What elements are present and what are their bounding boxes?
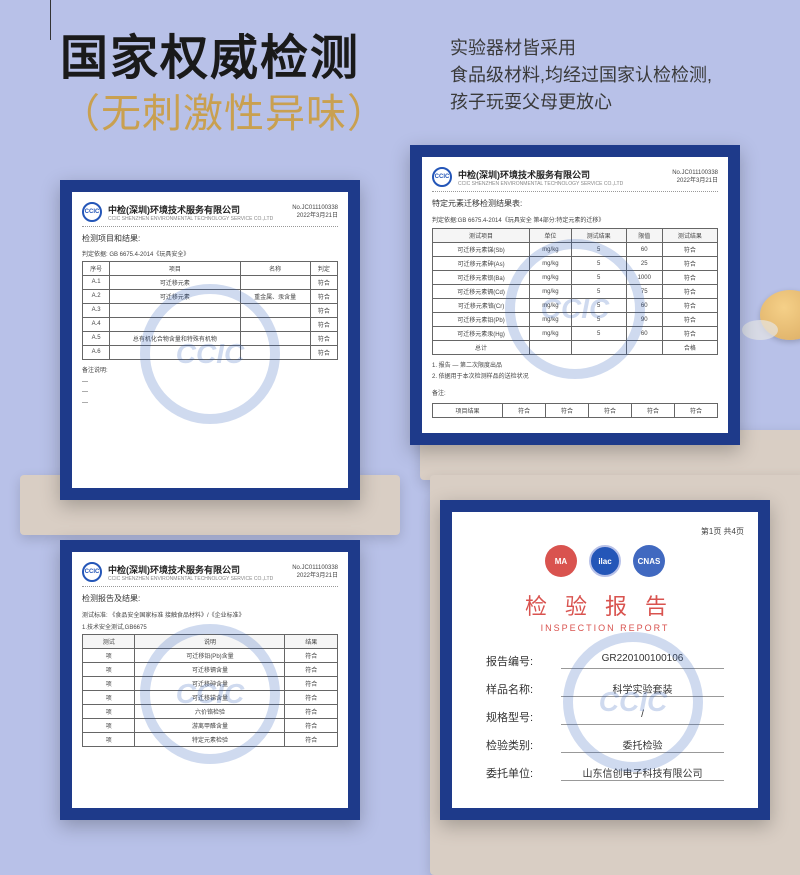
inspection-report: 第1页 共4页 MA ilac CNAS 检验报告 INSPECTION REP… xyxy=(452,512,758,808)
doc-table: 序号项目名称判定A.1可迁移元素符合A.2可迁移元素重金属、汞含量符合A.3符合… xyxy=(82,261,338,360)
accent-line xyxy=(50,0,51,40)
doc-section-title: 检测项目和结果: xyxy=(82,233,338,244)
certificate-doc-1: CCIC 中检(深圳)环境技术服务有限公司 CCIC SHENZHEN ENVI… xyxy=(72,192,348,488)
egg-prop xyxy=(760,290,800,340)
org-name-en: CCIC SHENZHEN ENVIRONMENTAL TECHNOLOGY S… xyxy=(108,216,273,222)
ccic-logo-icon: CCIC xyxy=(82,202,102,222)
ma-badge-icon: MA xyxy=(545,545,577,577)
headline-block: 国家权威检测 （无刺激性异味） xyxy=(60,30,388,140)
certificate-frame-3: CCIC 中检(深圳)环境技术服务有限公司 CCIC SHENZHEN ENVI… xyxy=(60,540,360,820)
doc-remark: 备注: xyxy=(432,389,718,400)
doc-table: 项目结果符合符合符合符合符合 xyxy=(432,403,718,418)
doc-table: 测试项目单位测试结果限值测试结果可迁移元素锑(Sb)mg/kg560符合可迁移元… xyxy=(432,228,718,355)
org-name: 中检(深圳)环境技术服务有限公司 xyxy=(108,563,273,576)
org-name: 中检(深圳)环境技术服务有限公司 xyxy=(458,168,623,181)
doc-standard: 测试标准: 《食品安全国家标准 接触食品材料》/《企业标准》 xyxy=(82,610,338,619)
doc-sub: 1.技术安全测试,GB6675 xyxy=(82,622,338,631)
headline-main: 国家权威检测 xyxy=(60,30,388,88)
doc-section-title: 特定元素迁移检测结果表: xyxy=(432,198,718,209)
certificate-frame-1: CCIC 中检(深圳)环境技术服务有限公司 CCIC SHENZHEN ENVI… xyxy=(60,180,360,500)
desc-line: 实验器材皆采用 xyxy=(450,35,712,62)
certificate-doc-2: CCIC 中检(深圳)环境技术服务有限公司 CCIC SHENZHEN ENVI… xyxy=(422,157,728,433)
certificate-doc-3: CCIC 中检(深圳)环境技术服务有限公司 CCIC SHENZHEN ENVI… xyxy=(72,552,348,808)
report-title-en: INSPECTION REPORT xyxy=(466,623,744,633)
doc-standard: 判定依据: GB 6675.4-2014《玩具安全》 xyxy=(82,250,338,261)
report-title-cn: 检验报告 xyxy=(466,589,744,621)
certificate-frame-4: 第1页 共4页 MA ilac CNAS 检验报告 INSPECTION REP… xyxy=(440,500,770,820)
description-block: 实验器材皆采用 食品级材料,均经过国家认检检测, 孩子玩耍父母更放心 xyxy=(450,35,712,116)
certificate-frame-2: CCIC 中检(深圳)环境技术服务有限公司 CCIC SHENZHEN ENVI… xyxy=(410,145,740,445)
doc-notes: 1. 报告 — 第二次限度出品2. 依据用于本次检测样品的送检状况 xyxy=(432,361,718,383)
org-name-en: CCIC SHENZHEN ENVIRONMENTAL TECHNOLOGY S… xyxy=(458,181,623,187)
doc-remark: 备注说明:——— xyxy=(82,366,338,409)
headline-sub: （无刺激性异味） xyxy=(60,88,388,140)
ccic-logo-icon: CCIC xyxy=(82,562,102,582)
ccic-logo-icon: CCIC xyxy=(432,167,452,187)
doc-section-title: 检测报告及结果: xyxy=(82,593,338,604)
org-name: 中检(深圳)环境技术服务有限公司 xyxy=(108,203,273,216)
doc-meta: No.JC011100338 2022年3月21日 xyxy=(292,564,338,581)
report-fields: 报告编号:GR220100100106样品名称:科学实验套装规格型号:/检验类别… xyxy=(466,653,744,781)
desc-line: 孩子玩耍父母更放心 xyxy=(450,89,712,116)
doc-table: 测试说明结果项可迁移铅(Pb)含量符合项可迁移镉含量符合项可迁移砷含量符合项可迁… xyxy=(82,634,338,747)
doc-standard: 判定依据:GB 6675.4-2014《玩具安全 第4部分:特定元素的迁移》 xyxy=(432,215,718,224)
desc-line: 食品级材料,均经过国家认检检测, xyxy=(450,62,712,89)
ilac-badge-icon: ilac xyxy=(589,545,621,577)
accreditation-badges: MA ilac CNAS xyxy=(466,545,744,577)
doc-meta: No.JC011100338 2022年3月21日 xyxy=(672,169,718,186)
page-indicator: 第1页 共4页 xyxy=(466,526,744,537)
doc-meta: No.JC011100338 2022年3月21日 xyxy=(292,204,338,221)
cnas-badge-icon: CNAS xyxy=(633,545,665,577)
org-name-en: CCIC SHENZHEN ENVIRONMENTAL TECHNOLOGY S… xyxy=(108,576,273,582)
